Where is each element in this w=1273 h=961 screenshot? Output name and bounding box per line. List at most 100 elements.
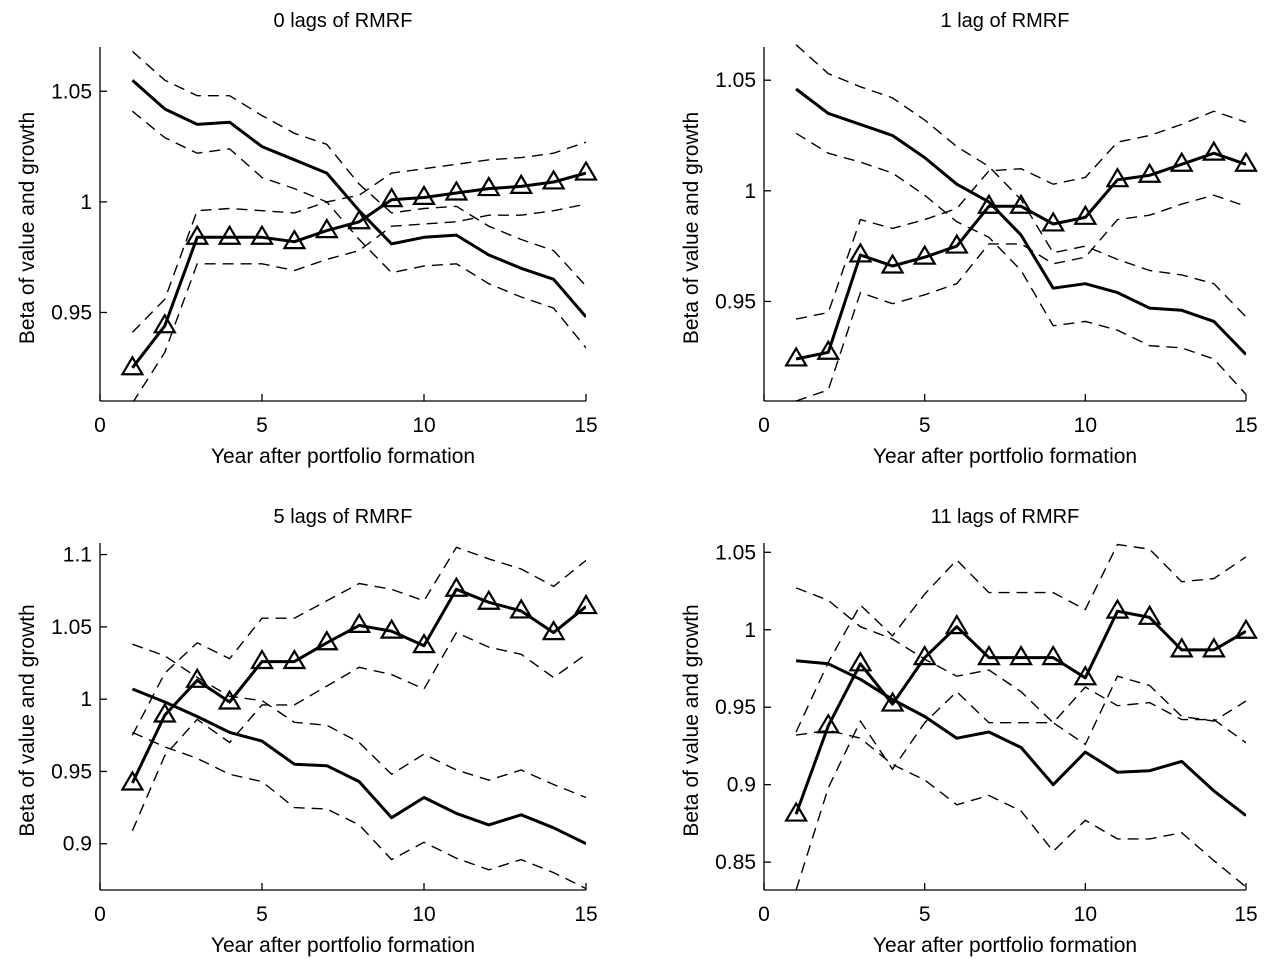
chart-title: 5 lags of RMRF bbox=[274, 506, 413, 528]
series-line bbox=[795, 659, 1246, 817]
confidence-band-line bbox=[795, 675, 1246, 890]
triangle-marker bbox=[977, 193, 1001, 214]
triangle-marker bbox=[848, 242, 873, 263]
confidence-band-line bbox=[795, 729, 1246, 888]
confidence-band-line bbox=[795, 543, 1246, 733]
confidence-band-line bbox=[131, 546, 586, 736]
y-tick-label: 0.95 bbox=[51, 302, 92, 325]
triangle-marker bbox=[412, 632, 436, 654]
chart-panel: 0 lags of RMRF 0 5 10 15 0.95 1 1.05 Year after … bbox=[16, 10, 598, 468]
triangle-marker bbox=[1234, 151, 1258, 172]
triangle-marker bbox=[1105, 598, 1130, 619]
chart-panel: 11 lags of RMRF 0 5 10 15 0.85 0.9 0.95 1 1.05 Yea… bbox=[680, 506, 1258, 957]
chart-panel: 5 lags of RMRF 0 5 10 15 0.9 0.95 1 1.05 1.1 Year … bbox=[16, 506, 598, 957]
triangle-marker bbox=[1137, 604, 1162, 625]
triangle-marker bbox=[1201, 140, 1226, 161]
x-tick-label: 15 bbox=[1234, 414, 1257, 437]
triangle-marker bbox=[816, 713, 841, 734]
confidence-band-line bbox=[131, 50, 586, 287]
triangle-marker bbox=[944, 233, 969, 254]
triangle-marker bbox=[347, 612, 372, 633]
triangle-marker bbox=[120, 355, 145, 376]
confidence-band-line bbox=[131, 631, 586, 831]
triangle-marker bbox=[1073, 204, 1098, 225]
triangle-marker bbox=[977, 644, 1001, 666]
confidence-band-line bbox=[795, 587, 1246, 744]
x-tick-label: 0 bbox=[758, 414, 770, 437]
x-axis-label: Year after portfolio formation bbox=[873, 445, 1137, 468]
series-line bbox=[795, 87, 1246, 356]
triangle-marker bbox=[1169, 151, 1194, 172]
x-tick-label: 15 bbox=[1234, 903, 1257, 926]
triangle-marker bbox=[217, 689, 242, 710]
y-tick-label: 0.9 bbox=[63, 833, 92, 856]
triangle-marker bbox=[476, 175, 501, 197]
triangle-marker bbox=[120, 770, 145, 791]
confidence-band-line bbox=[131, 110, 586, 349]
y-tick-label: 1.05 bbox=[51, 616, 92, 639]
chart-title: 11 lags of RMRF bbox=[931, 506, 1080, 528]
y-tick-label: 0.85 bbox=[715, 851, 756, 874]
triangle-marker bbox=[444, 180, 469, 201]
x-tick-label: 10 bbox=[412, 414, 435, 437]
y-tick-label: 0.95 bbox=[715, 696, 756, 719]
x-tick-label: 10 bbox=[1074, 903, 1097, 926]
triangle-marker bbox=[509, 173, 534, 194]
confidence-band-line bbox=[795, 132, 1246, 395]
marked-series-line bbox=[794, 609, 1246, 815]
confidence-band-line bbox=[795, 110, 1246, 320]
confidence-band-line bbox=[795, 194, 1246, 401]
x-axis-label: Year after portfolio formation bbox=[873, 934, 1137, 957]
y-tick-label: 0.95 bbox=[51, 760, 92, 783]
x-axis-label: Year after portfolio formation bbox=[211, 445, 475, 468]
x-tick-label: 10 bbox=[412, 903, 435, 926]
confidence-band-line bbox=[795, 44, 1246, 318]
triangle-marker bbox=[1169, 637, 1194, 658]
chart-title: 1 lag of RMRF bbox=[941, 10, 1070, 32]
series-group bbox=[131, 546, 586, 890]
triangle-marker bbox=[314, 630, 339, 651]
series-group bbox=[794, 543, 1246, 890]
triangle-marker bbox=[880, 691, 905, 712]
confidence-band-line bbox=[131, 141, 586, 333]
y-axis-label: Beta of value and growth bbox=[680, 112, 703, 344]
triangle-marker bbox=[816, 339, 841, 360]
x-tick-label: 15 bbox=[574, 903, 597, 926]
triangle-marker bbox=[784, 346, 809, 367]
chart-panel: 1 lag of RMRF 0 5 10 15 0.95 1 1.05 Year after p… bbox=[680, 10, 1258, 468]
x-tick-label: 5 bbox=[256, 414, 268, 437]
y-tick-label: 1 bbox=[744, 180, 756, 203]
x-axis-label: Year after portfolio formation bbox=[211, 934, 475, 957]
x-tick-label: 5 bbox=[256, 903, 268, 926]
triangle-marker bbox=[1105, 167, 1130, 188]
triangle-marker bbox=[217, 224, 242, 245]
series-line bbox=[131, 687, 586, 846]
triangle-marker bbox=[1073, 665, 1098, 686]
triangle-marker bbox=[912, 244, 937, 265]
triangle-marker bbox=[1009, 644, 1033, 666]
triangle-marker bbox=[1201, 637, 1226, 658]
triangle-marker bbox=[574, 160, 598, 181]
x-tick-label: 15 bbox=[574, 414, 597, 437]
triangle-marker bbox=[541, 169, 566, 190]
y-axis-label: Beta of value and growth bbox=[16, 604, 39, 836]
confidence-band-line bbox=[132, 203, 586, 401]
triangle-marker bbox=[412, 184, 436, 206]
triangle-marker bbox=[250, 224, 274, 245]
y-tick-label: 1.05 bbox=[715, 541, 756, 564]
triangle-marker bbox=[1137, 162, 1162, 183]
triangle-marker bbox=[574, 593, 598, 615]
x-tick-label: 10 bbox=[1074, 414, 1097, 437]
triangle-marker bbox=[250, 648, 274, 670]
x-tick-label: 0 bbox=[94, 414, 106, 437]
triangle-marker bbox=[152, 702, 177, 723]
triangle-marker bbox=[444, 576, 469, 597]
chart-title: 0 lags of RMRF bbox=[274, 10, 413, 32]
triangle-marker bbox=[1009, 193, 1033, 214]
y-tick-label: 1 bbox=[80, 688, 92, 711]
triangle-marker bbox=[912, 644, 937, 666]
confidence-band-line bbox=[132, 731, 586, 890]
series-group bbox=[131, 50, 586, 401]
y-tick-label: 1 bbox=[744, 619, 756, 642]
